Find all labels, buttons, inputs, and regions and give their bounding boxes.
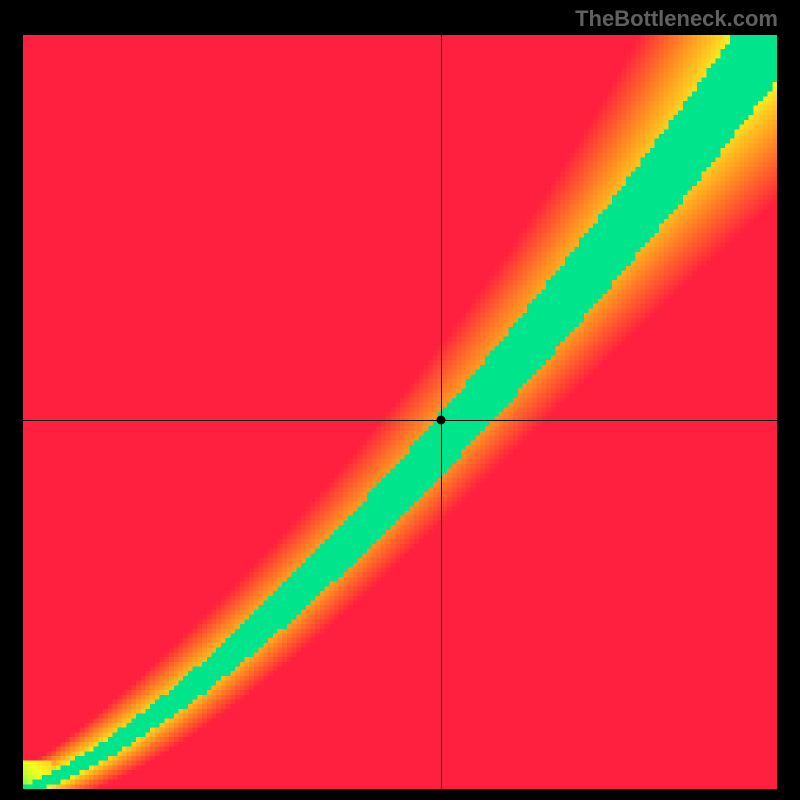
watermark-text: TheBottleneck.com xyxy=(575,6,778,32)
figure-container: TheBottleneck.com xyxy=(0,0,800,800)
crosshair-marker xyxy=(437,415,446,424)
heatmap-canvas xyxy=(23,35,777,789)
crosshair-vertical xyxy=(441,35,442,789)
crosshair-horizontal xyxy=(23,420,777,421)
plot-area xyxy=(23,35,777,789)
